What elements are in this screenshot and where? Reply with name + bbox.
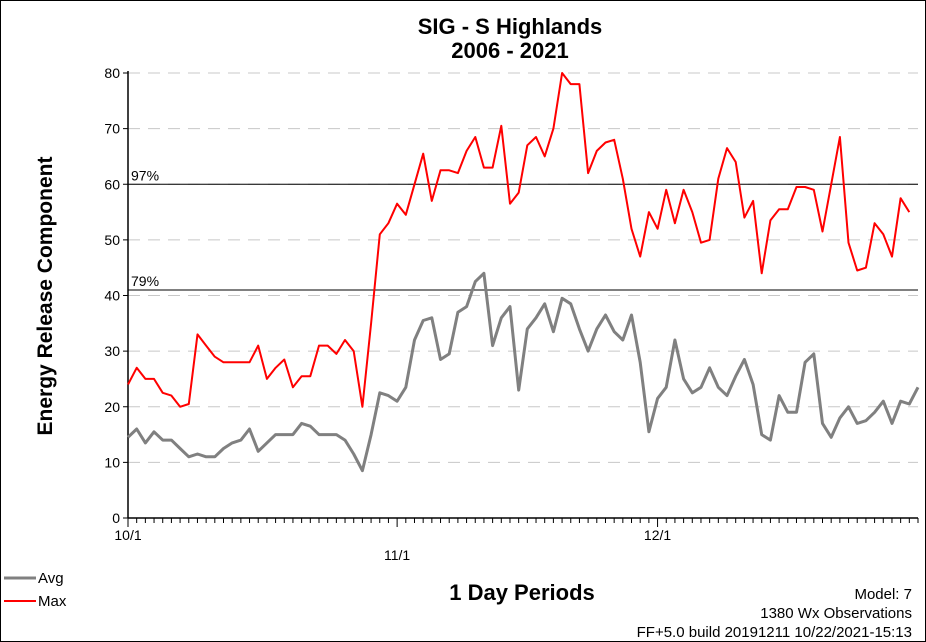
y-tick-label: 20 [104, 399, 120, 415]
y-tick-label: 80 [104, 65, 120, 81]
y-tick-label: 70 [104, 121, 120, 137]
note: FF+5.0 build 20191211 10/22/2021-15:13 [637, 624, 912, 641]
x-tick-label: 12/1 [644, 527, 671, 543]
chart-subtitle: 2006 - 2021 [451, 38, 568, 63]
legend-label: Avg [38, 570, 64, 587]
note: 1380 Wx Observations [760, 605, 912, 622]
legend-label: Max [38, 593, 67, 610]
chart-title: SIG - S Highlands [418, 14, 603, 39]
y-tick-label: 60 [104, 176, 120, 192]
y-tick-label: 30 [104, 343, 120, 359]
series-line [126, 271, 920, 473]
reference-label: 97% [131, 167, 159, 183]
x-axis-label: 1 Day Periods [449, 580, 595, 605]
y-tick-label: 40 [104, 288, 120, 304]
reference-label: 79% [131, 273, 159, 289]
series-line [127, 72, 911, 408]
x-tick-label: 11/1 [384, 547, 410, 563]
y-tick-label: 0 [112, 510, 120, 526]
x-tick-label: 10/1 [114, 527, 141, 543]
y-tick-label: 10 [104, 454, 120, 470]
y-axis-label: Energy Release Component [34, 157, 57, 436]
note: Model: 7 [854, 586, 912, 603]
y-tick-label: 50 [104, 232, 120, 248]
